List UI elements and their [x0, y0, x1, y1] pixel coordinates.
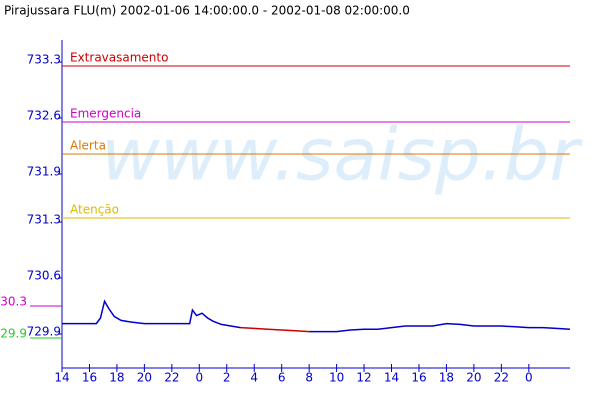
watermark: www.saisp.br — [101, 113, 583, 197]
x-tick-label: 20 — [466, 371, 481, 385]
marker-label: 730.3 — [0, 295, 27, 309]
x-tick-label: 0 — [195, 371, 203, 385]
threshold-label: Alerta — [70, 139, 106, 153]
y-tick-label: 732.6 — [27, 109, 61, 123]
x-tick-label: 16 — [82, 371, 97, 385]
x-tick-label: 20 — [137, 371, 152, 385]
x-tick-label: 22 — [164, 371, 179, 385]
y-tick-label: 730.6 — [27, 269, 61, 283]
chart-title: Pirajussara FLU(m) 2002-01-06 14:00:00.0… — [4, 4, 410, 18]
series-line — [62, 299, 571, 333]
x-tick-label: 8 — [305, 371, 313, 385]
x-tick-label: 16 — [411, 371, 426, 385]
y-tick-label: 733.3 — [27, 53, 61, 67]
threshold-label: Atenção — [70, 203, 119, 217]
x-tick-label: 0 — [525, 371, 533, 385]
x-tick-label: 14 — [54, 371, 69, 385]
y-tick-label: 731.9 — [27, 165, 61, 179]
y-tick-label: 729.9 — [27, 325, 61, 339]
x-tick-label: 18 — [109, 371, 124, 385]
x-tick-label: 14 — [384, 371, 399, 385]
series-line — [240, 326, 310, 333]
y-tick-label: 731.3 — [27, 213, 61, 227]
x-tick-label: 12 — [356, 371, 371, 385]
x-tick-label: 4 — [250, 371, 258, 385]
x-tick-label: 10 — [329, 371, 344, 385]
x-tick-label: 18 — [439, 371, 454, 385]
threshold-label: Extravasamento — [70, 51, 168, 65]
x-tick-label: 6 — [278, 371, 286, 385]
x-tick-label: 22 — [494, 371, 509, 385]
threshold-label: Emergencia — [70, 107, 141, 121]
marker-label: 729.9 — [0, 327, 27, 341]
x-tick-label: 2 — [223, 371, 231, 385]
